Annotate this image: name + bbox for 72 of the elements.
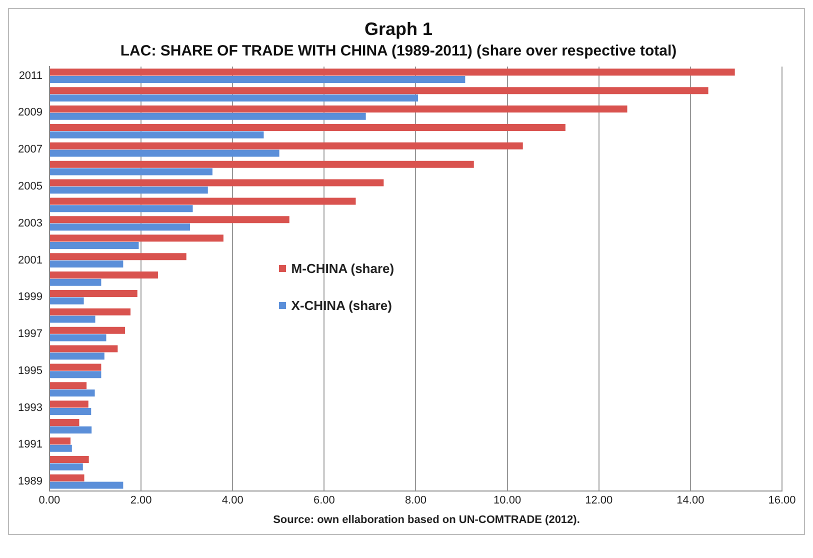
y-tick-label: 2007 bbox=[18, 144, 42, 156]
x-tick-label: 4.00 bbox=[222, 494, 244, 506]
y-tick-label: 2009 bbox=[18, 106, 42, 119]
x-tick-label: 16.00 bbox=[768, 494, 796, 506]
bar bbox=[50, 352, 104, 360]
y-tick-label: 2001 bbox=[18, 254, 42, 266]
y-tick-label: 1991 bbox=[18, 438, 42, 451]
bar bbox=[50, 186, 208, 194]
y-tick-label: 2003 bbox=[18, 217, 42, 230]
bar bbox=[50, 94, 418, 102]
source-note: Source: own ellaboration based on UN-COMTRADE (2012). bbox=[272, 514, 581, 528]
bar bbox=[50, 419, 80, 426]
bar bbox=[50, 482, 124, 489]
bar bbox=[50, 253, 186, 260]
bar bbox=[50, 242, 139, 250]
bar bbox=[50, 400, 88, 408]
bar bbox=[50, 316, 96, 323]
y-tick-label: 1999 bbox=[18, 291, 42, 304]
bar bbox=[50, 278, 102, 286]
bar bbox=[50, 334, 106, 342]
bar bbox=[50, 290, 138, 297]
bar bbox=[50, 463, 83, 470]
y-tick-label: 1997 bbox=[18, 328, 42, 340]
x-tick-label: 0.00 bbox=[38, 494, 60, 506]
bar bbox=[50, 106, 628, 113]
bar bbox=[50, 112, 366, 120]
bar bbox=[50, 326, 126, 334]
bar bbox=[50, 150, 280, 157]
bar bbox=[50, 364, 102, 371]
bar bbox=[50, 444, 72, 452]
bar bbox=[50, 68, 735, 76]
bar bbox=[50, 216, 290, 224]
y-tick-label: 2005 bbox=[18, 180, 42, 193]
bar bbox=[50, 408, 92, 415]
x-tick-label: 8.00 bbox=[405, 494, 426, 506]
bar bbox=[50, 297, 84, 304]
bar bbox=[50, 179, 384, 186]
chart-title: Graph 1 bbox=[364, 18, 433, 39]
x-tick-label: 12.00 bbox=[585, 494, 613, 506]
bar bbox=[50, 382, 87, 390]
y-tick-label: 2011 bbox=[18, 70, 42, 82]
y-tick-label: 1995 bbox=[18, 364, 42, 377]
bar bbox=[50, 160, 474, 168]
bar bbox=[50, 234, 224, 242]
x-tick-label: 14.00 bbox=[676, 494, 704, 506]
bar bbox=[50, 124, 566, 131]
bar bbox=[50, 474, 84, 482]
bar bbox=[50, 87, 708, 94]
bar bbox=[50, 142, 523, 150]
bar bbox=[50, 131, 264, 138]
bar bbox=[50, 345, 118, 352]
chart-subtitle: LAC: SHARE OF TRADE WITH CHINA (1989-2011) (share over respective total) bbox=[120, 42, 677, 60]
x-tick-label: 2.00 bbox=[130, 494, 152, 506]
bar bbox=[50, 390, 95, 397]
bar bbox=[50, 438, 71, 445]
x-tick-label: 10.00 bbox=[494, 494, 522, 506]
bar bbox=[50, 272, 158, 279]
legend-label: X-CHINA (share) bbox=[291, 298, 392, 313]
bar bbox=[50, 308, 131, 316]
legend-label: M-CHINA (share) bbox=[291, 261, 394, 276]
y-tick-label: 1993 bbox=[18, 402, 42, 414]
bar bbox=[50, 371, 102, 378]
bar bbox=[50, 198, 356, 205]
bar bbox=[50, 260, 124, 268]
bar bbox=[50, 168, 212, 176]
bar bbox=[50, 426, 92, 434]
bar bbox=[50, 205, 193, 212]
y-tick-label: 1989 bbox=[18, 476, 42, 488]
bar bbox=[50, 76, 466, 84]
bar bbox=[50, 224, 190, 231]
bar bbox=[50, 456, 89, 463]
x-tick-label: 6.00 bbox=[313, 494, 335, 506]
